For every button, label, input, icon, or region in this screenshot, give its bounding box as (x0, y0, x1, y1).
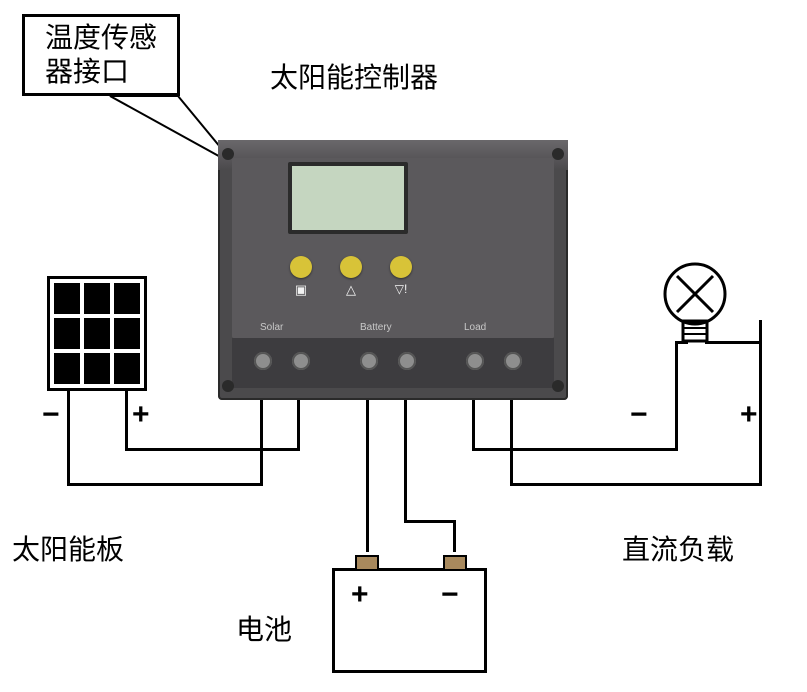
wire (260, 400, 263, 486)
wire (67, 483, 263, 486)
terminal-3[interactable] (360, 352, 378, 370)
battery-label: 电池 (236, 608, 292, 648)
terminal-2[interactable] (292, 352, 310, 370)
controller: ▣ △ ▽! Solar Battery Load (218, 140, 568, 400)
wire (67, 391, 70, 486)
wire (297, 400, 300, 451)
wire (472, 400, 475, 451)
battery-minus: − (441, 578, 459, 612)
wire (759, 320, 762, 344)
wire (510, 400, 513, 486)
port-label-solar: Solar (260, 322, 283, 333)
wire (366, 400, 369, 552)
sensor-callout-text: 温度传感 器接口 (45, 21, 157, 88)
controller-button-1[interactable] (290, 256, 312, 278)
terminal-6[interactable] (504, 352, 522, 370)
dc-load-label: 直流负载 (622, 528, 734, 568)
controller-lcd (288, 162, 408, 234)
button-icon-3: ▽! (390, 282, 412, 296)
port-label-load: Load (464, 322, 486, 333)
wire (510, 483, 762, 486)
wire (705, 341, 762, 344)
controller-title: 太阳能控制器 (270, 56, 438, 96)
button-icon-1: ▣ (290, 282, 312, 298)
terminal-5[interactable] (466, 352, 484, 370)
terminal-1[interactable] (254, 352, 272, 370)
solar-panel (47, 276, 147, 391)
controller-button-3[interactable] (390, 256, 412, 278)
wire (472, 448, 678, 451)
wire (675, 341, 688, 344)
battery-plus: + (351, 578, 369, 612)
terminal-4[interactable] (398, 352, 416, 370)
solar-plus: + (132, 398, 150, 432)
wire (404, 400, 407, 520)
load-plus: + (740, 398, 758, 432)
wire (453, 520, 456, 552)
wire (404, 520, 456, 523)
sensor-callout-box: 温度传感 器接口 (22, 14, 180, 96)
port-label-battery: Battery (360, 322, 392, 333)
wire (675, 341, 678, 451)
solar-panel-label: 太阳能板 (12, 528, 124, 568)
load-minus: − (630, 398, 648, 432)
wire (759, 320, 762, 486)
wire (125, 391, 128, 451)
controller-button-2[interactable] (340, 256, 362, 278)
wire (125, 448, 300, 451)
button-icon-2: △ (340, 282, 362, 298)
solar-minus: − (42, 398, 60, 432)
